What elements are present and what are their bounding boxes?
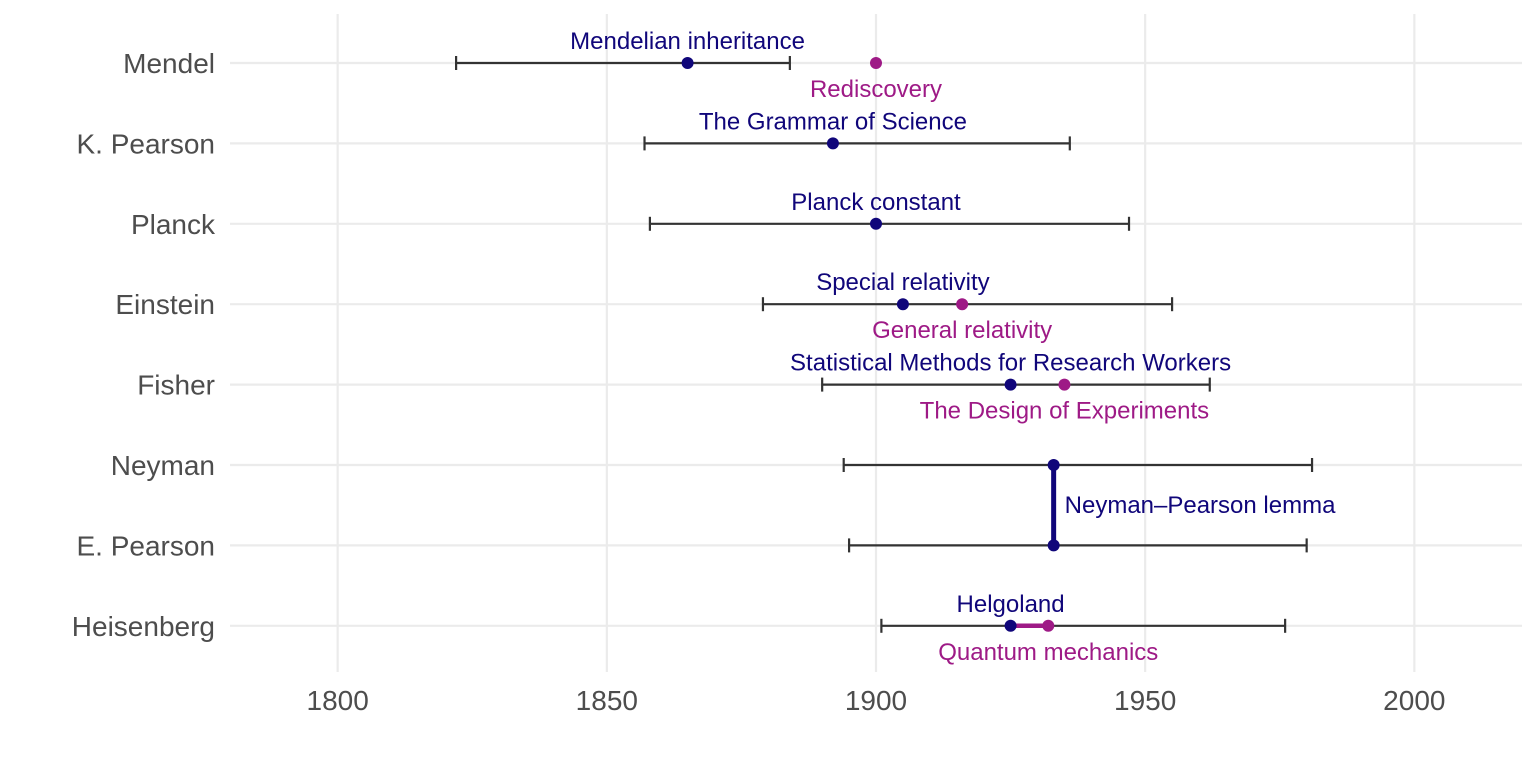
- axis-layer: 1800 1850 1900 1950 2000 Mendel K. Pearson Plan…: [72, 48, 1446, 716]
- x-tick-label: 2000: [1383, 685, 1445, 716]
- y-tick-label-e-pearson: E. Pearson: [76, 530, 215, 561]
- event-point-mendel-1865: [681, 57, 694, 69]
- lifespan-k-pearson: [643, 136, 1071, 151]
- event-point-layer: [681, 57, 1071, 632]
- event-label-rediscovery: Rediscovery: [810, 76, 942, 103]
- event-label-general-relativity: General relativity: [872, 317, 1052, 344]
- lifespan-mendel: [455, 56, 791, 70]
- event-label-quantum-mechanics: Quantum mechanics: [938, 639, 1158, 666]
- y-tick-label-fisher: Fisher: [137, 370, 215, 401]
- lifespan-e-pearson: [847, 538, 1308, 553]
- event-point-heisenberg-1925: [1004, 619, 1017, 632]
- event-point-mendel-1900: [870, 57, 882, 69]
- x-tick-label: 1950: [1114, 685, 1176, 716]
- lifespan-neyman: [842, 458, 1314, 472]
- y-tick-label-neyman: Neyman: [111, 450, 215, 481]
- x-tick-label: 1850: [576, 685, 638, 716]
- event-point-fisher-1925: [1004, 378, 1017, 391]
- event-point-einstein-1905: [896, 298, 909, 311]
- event-label-helgoland: Helgoland: [957, 591, 1065, 618]
- y-tick-label-planck: Planck: [131, 209, 216, 240]
- y-tick-label-einstein: Einstein: [115, 289, 215, 320]
- event-label-planck-constant: Planck constant: [791, 189, 961, 216]
- y-tick-label-mendel: Mendel: [123, 48, 215, 79]
- lifespan-heisenberg: [880, 618, 1287, 633]
- event-point-k-pearson-1892: [826, 137, 839, 150]
- event-point-einstein-1916: [956, 298, 969, 311]
- event-label-special-relativity: Special relativity: [816, 269, 989, 296]
- event-point-e-pearson-1933: [1047, 539, 1060, 552]
- event-point-planck-1900: [870, 217, 882, 230]
- y-tick-label-heisenberg: Heisenberg: [72, 611, 215, 642]
- event-label-mendelian-inheritance: Mendelian inheritance: [570, 28, 805, 55]
- connector-layer: [1010, 465, 1057, 629]
- event-point-neyman-1933: [1047, 459, 1060, 471]
- event-label-statistical-methods-for-research-workers: Statistical Methods for Research Workers: [790, 350, 1231, 377]
- lifespan-planck: [648, 216, 1131, 231]
- connector-label-neyman-pearson-lemma: Neyman–Pearson lemma: [1065, 492, 1336, 519]
- event-point-fisher-1935: [1058, 378, 1071, 391]
- label-layer: Neyman–Pearson lemma Mendelian inheritanc…: [570, 28, 1336, 666]
- event-label-the-grammar-of-science: The Grammar of Science: [699, 108, 967, 135]
- x-tick-label: 1900: [845, 685, 907, 716]
- x-tick-label: 1800: [307, 685, 369, 716]
- y-tick-label-k-pearson: K. Pearson: [76, 128, 215, 159]
- event-label-the-design-of-experiments: The Design of Experiments: [920, 398, 1209, 425]
- event-point-heisenberg-1932: [1042, 619, 1055, 632]
